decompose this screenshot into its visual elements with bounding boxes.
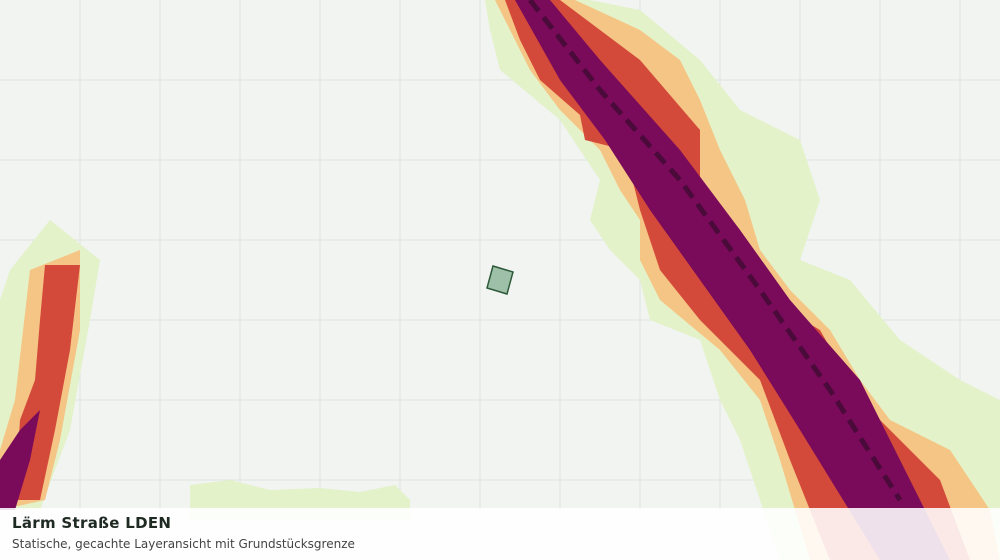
- layer-subtitle: Statische, gecachte Layeransicht mit Gru…: [12, 537, 355, 551]
- info-panel: Lärm Straße LDEN Statische, gecachte Lay…: [0, 508, 1000, 560]
- layer-title: Lärm Straße LDEN: [12, 514, 172, 532]
- parcel-boundary: [486, 265, 514, 295]
